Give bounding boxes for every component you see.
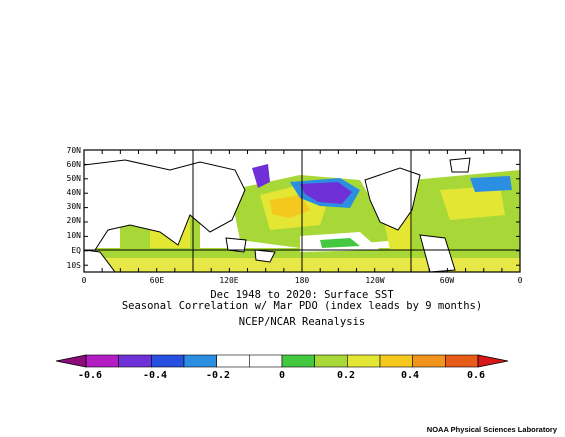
map-title-line1: Dec 1948 to 2020: Surface SST [210,289,394,301]
colorbar-cell [445,354,479,368]
colorbar-cell [347,354,381,368]
lon-label-180: 180 [295,276,310,285]
colorbar-label-neg02: -0.2 [206,370,230,381]
colorbar-cell [85,354,119,368]
colorbar-cell [379,354,413,368]
colorbar-cell [183,354,217,368]
lat-label-70n: 70N [67,146,82,155]
colorbar-cell [151,354,185,368]
lat-label-30n: 30N [67,202,82,211]
lat-label-10s: 10S [67,261,82,270]
lon-label-0-west: 0 [82,276,87,285]
lon-label-120e: 120E [219,276,238,285]
lon-label-60w: 60W [440,276,455,285]
colorbar-label-neg04: -0.4 [143,370,167,381]
footer-credit: NOAA Physical Sciences Laboratory [426,425,557,434]
lat-label-50n: 50N [67,174,82,183]
colorbar-label-neg06: -0.6 [78,370,102,381]
lon-label-0-east: 0 [518,276,523,285]
lat-label-20n: 20N [67,216,82,225]
colorbar-cell [281,354,315,368]
colorbar-label-04: 0.4 [401,370,419,381]
colorbar-cell [216,354,250,368]
colorbar-label-02: 0.2 [337,370,355,381]
dataset-label: NCEP/NCAR Reanalysis [238,316,366,328]
lon-label-120w: 120W [365,276,384,285]
colorbar-label-06: 0.6 [467,370,485,381]
colorbar-cell [412,354,446,368]
colorbar-cell [118,354,152,368]
colorbar-left-arrow [55,354,87,368]
colorbar-cell [249,354,283,368]
lat-label-60n: 60N [67,160,82,169]
lon-label-60e: 60E [150,276,165,285]
colorbar-label-0: 0 [279,370,285,381]
colorbar-cell [314,354,348,368]
colorbar-right-arrow [477,354,509,368]
lat-label-10n: 10N [67,231,82,240]
lat-label-eq: EQ [71,246,81,255]
lat-label-40n: 40N [67,188,82,197]
map-title-line2: Seasonal Correlation w/ Mar PDO (index l… [121,300,483,312]
